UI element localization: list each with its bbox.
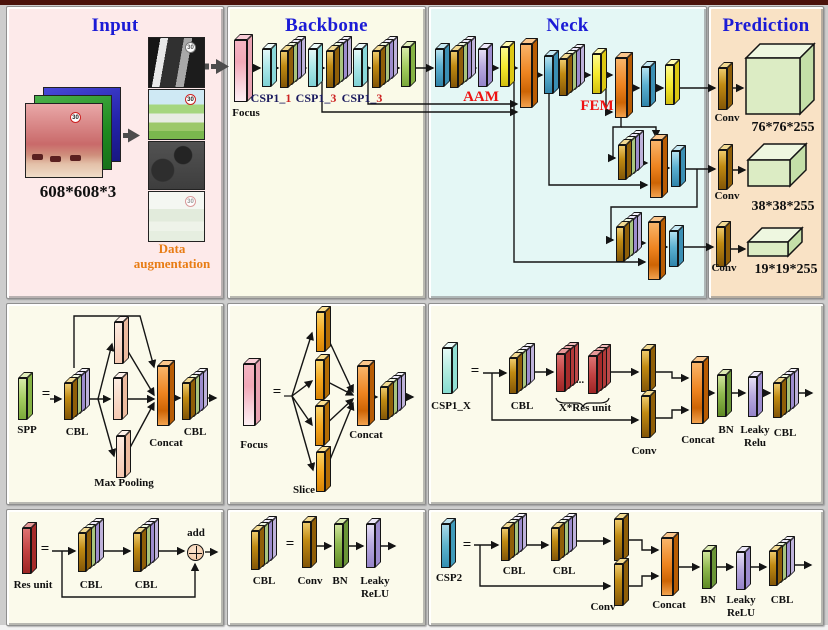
augmented-image-dark <box>148 141 205 190</box>
equals-sign: = <box>462 537 472 553</box>
leaky-relu-label: Leaky ReLU <box>360 575 390 600</box>
augmented-image-color: 30 <box>148 89 205 140</box>
concat-label: Concat <box>681 434 715 446</box>
bn-label: BN <box>700 594 716 606</box>
speed-sign-30: 30 <box>185 196 196 207</box>
csp1-3-label: CSP1_3 <box>295 91 337 106</box>
cbl-label: CBL <box>183 426 207 438</box>
bn-label: BN <box>332 575 348 587</box>
panel-title-prediction: Prediction <box>722 15 810 36</box>
data-augmentation-label: Data augmentation <box>133 241 211 271</box>
csp-label-num: 3 <box>376 91 383 105</box>
output-size-label: 38*38*255 <box>751 199 815 214</box>
fem-label: FEM <box>580 98 614 114</box>
focus-label: Focus <box>232 107 260 119</box>
aam-label: AAM <box>463 89 499 105</box>
conv-label: Conv <box>297 575 323 587</box>
output-size-label: 19*19*255 <box>754 262 818 277</box>
equals-sign: = <box>470 363 480 379</box>
equals-sign: = <box>272 384 282 400</box>
car-silhouette <box>70 155 81 161</box>
ellipsis-label: ... <box>575 374 585 386</box>
concat-label: Concat <box>652 599 686 611</box>
speed-sign-30: 30 <box>70 112 81 123</box>
max-pooling-label: Max Pooling <box>94 477 154 489</box>
cbl-label: CBL <box>552 565 576 577</box>
equals-sign: = <box>40 541 50 557</box>
speed-sign-30: 30 <box>185 94 196 105</box>
conv-label: Conv <box>711 262 737 274</box>
cbl-label: CBL <box>773 427 797 439</box>
augmented-image-light: 30 <box>148 191 205 242</box>
cbl-label: CBL <box>770 594 794 606</box>
csp-label-base: CSP1_ <box>250 91 286 105</box>
output-cube-38 <box>746 142 808 188</box>
bottom-border <box>0 625 828 630</box>
panel-title-backbone: Backbone <box>285 15 368 36</box>
output-cube-19 <box>746 226 804 258</box>
output-size-label: 76*76*255 <box>751 120 815 135</box>
csp-label-base: CSP1_ <box>341 91 377 105</box>
add-label: add <box>187 527 205 539</box>
conv-label: Conv <box>590 601 616 613</box>
equals-sign: = <box>285 536 295 552</box>
panel-res-unit-definition <box>6 509 224 626</box>
spp-name-label: SPP <box>17 424 37 436</box>
cbl-label: CBL <box>65 426 89 438</box>
car-silhouette <box>32 154 43 160</box>
leaky-relu-label: Leaky ReLU <box>726 594 756 619</box>
equals-sign: = <box>41 386 51 402</box>
leaky-relu-label: Leaky Relu <box>740 424 770 449</box>
cbl-label: CBL <box>502 565 526 577</box>
bn-label: BN <box>718 424 734 436</box>
res-unit-count-label: X*Res unit <box>558 402 612 414</box>
speed-sign-30: 30 <box>185 42 196 53</box>
cbl-name-label: CBL <box>252 575 276 587</box>
panel-title-input: Input <box>91 15 139 36</box>
csp1-3-label: CSP1_3 <box>341 91 383 106</box>
focus-name-label: Focus <box>240 439 268 451</box>
csp1-1-label: CSP1_1 <box>250 91 292 106</box>
panel-title-neck: Neck <box>546 15 589 36</box>
cbl-label: CBL <box>134 579 158 591</box>
conv-label: Conv <box>714 190 740 202</box>
csp-label-num: 1 <box>285 91 292 105</box>
car-silhouette <box>50 156 61 162</box>
cbl-label: CBL <box>79 579 103 591</box>
res-unit-name-label: Res unit <box>13 579 53 591</box>
conv-label: Conv <box>714 112 740 124</box>
augmented-image-grayscale: 30 <box>148 37 205 88</box>
output-cube-76 <box>744 42 816 116</box>
top-border <box>0 0 828 5</box>
slice-label: Slice <box>293 484 315 496</box>
conv-label: Conv <box>631 445 657 457</box>
input-size-label: 608*608*3 <box>39 182 117 201</box>
csp1x-name-label: CSP1_X <box>431 400 471 412</box>
input-image-red-channel: 30 <box>25 103 103 178</box>
csp-label-base: CSP1_ <box>295 91 331 105</box>
concat-label: Concat <box>149 437 183 449</box>
add-node <box>187 544 204 561</box>
concat-label: Concat <box>349 429 383 441</box>
csp-label-num: 3 <box>330 91 337 105</box>
csp2-name-label: CSP2 <box>435 572 463 584</box>
cbl-label: CBL <box>510 400 534 412</box>
